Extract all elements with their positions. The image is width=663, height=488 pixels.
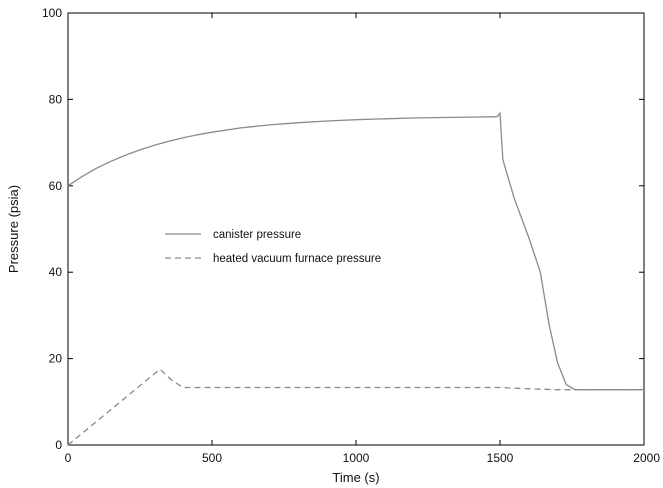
x-tick-label: 1000 — [343, 451, 370, 465]
series-line-furnace-pressure — [67, 368, 644, 446]
y-axis: 0 20 40 60 80 100 — [42, 6, 644, 452]
y-tick-label: 80 — [49, 92, 63, 106]
plot-frame — [67, 12, 645, 446]
y-tick-label: 0 — [55, 438, 62, 452]
y-tick-label: 40 — [49, 265, 63, 279]
legend-label-furnace: heated vacuum furnace pressure — [213, 253, 381, 265]
y-tick-label: 100 — [42, 6, 62, 20]
x-tick-label: 2000 — [633, 451, 660, 465]
x-tick-label: 0 — [65, 451, 72, 465]
x-tick-label: 1500 — [487, 451, 514, 465]
series-group — [67, 111, 644, 446]
legend-label-canister: canister pressure — [213, 229, 301, 241]
legend: canister pressure heated vacuum furnace … — [165, 229, 381, 265]
y-tick-label: 20 — [49, 352, 63, 366]
x-axis: 0 500 1000 1500 2000 — [65, 13, 660, 465]
series-line-canister-pressure — [67, 111, 644, 391]
x-axis-label: Time (s) — [332, 470, 379, 485]
x-tick-label: 500 — [202, 451, 222, 465]
y-tick-label: 60 — [49, 179, 63, 193]
y-axis-label: Pressure (psia) — [6, 185, 21, 273]
